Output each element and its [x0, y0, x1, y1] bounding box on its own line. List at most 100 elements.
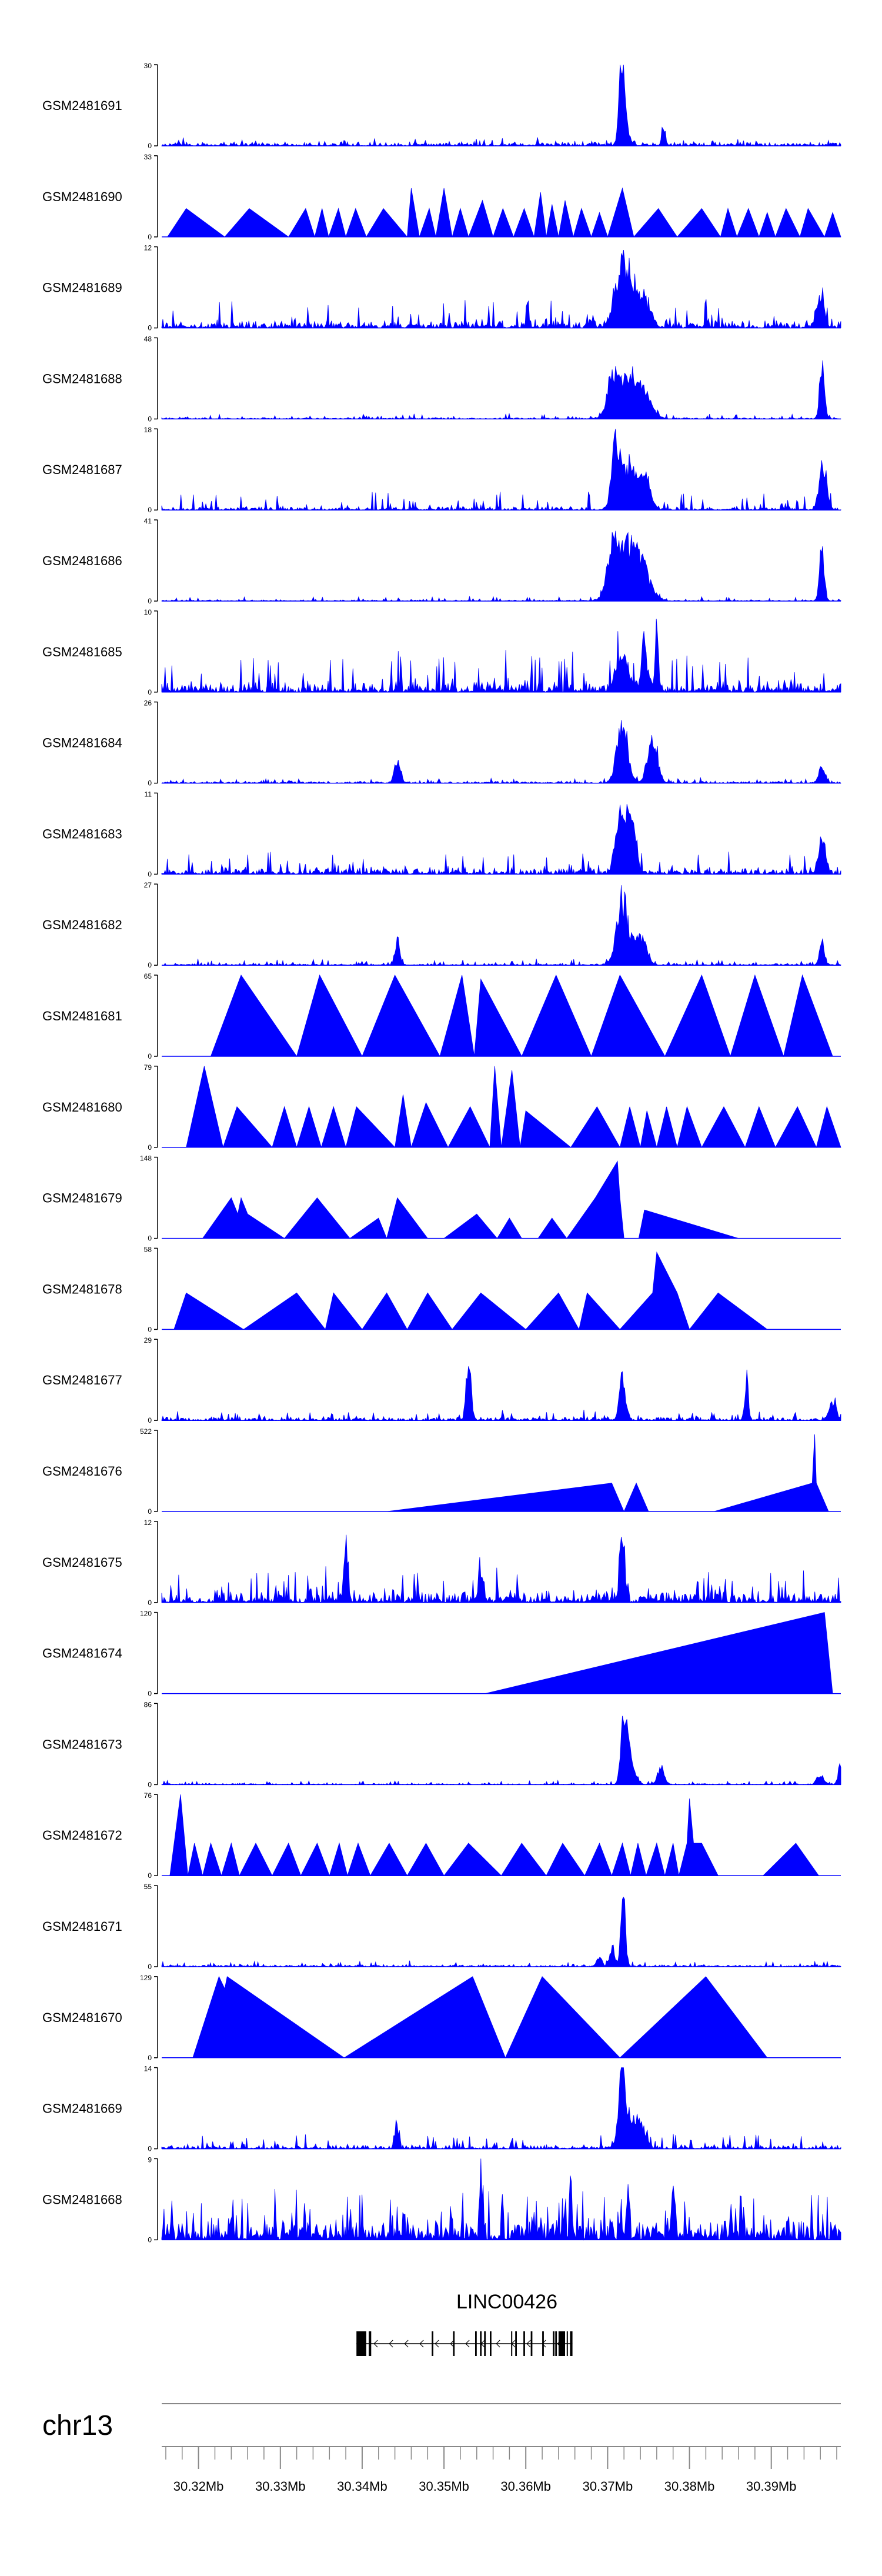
gene-exon	[369, 2331, 372, 2356]
y-tick-label-max: 148	[140, 1154, 152, 1163]
track-GSM2481676: GSM2481676 522 0	[42, 1427, 841, 1516]
track-GSM2481679: GSM2481679 148 0	[42, 1154, 841, 1243]
track-signal	[186, 1066, 841, 1149]
y-tick-label-min: 0	[148, 1871, 152, 1880]
signal-tracks: GSM2481691300GSM2481690330GSM2481689120G…	[42, 62, 842, 2244]
track-GSM2481687: GSM2481687 18 0	[42, 426, 841, 514]
gene-exon	[432, 2331, 433, 2356]
y-tick-label-max: 9	[148, 2155, 152, 2164]
track-signal	[161, 1896, 841, 1968]
track-label: GSM2481687	[42, 462, 122, 477]
y-tick-label-max: 522	[140, 1427, 152, 1436]
y-tick-label-max: 76	[144, 1791, 152, 1800]
track-GSM2481674: GSM2481674 120 0	[42, 1610, 841, 1698]
track-label: GSM2481689	[42, 281, 122, 295]
gene-exon	[484, 2331, 486, 2356]
y-tick-label-min: 0	[148, 233, 152, 241]
track-signal	[161, 1534, 841, 1604]
y-tick-label-max: 29	[144, 1336, 152, 1344]
track-signal	[161, 1366, 841, 1422]
y-tick-label-max: 55	[144, 1883, 152, 1891]
track-label: GSM2481686	[42, 553, 122, 568]
strand-arrow	[419, 2340, 424, 2348]
track-signal	[169, 1794, 820, 1877]
track-label: GSM2481678	[42, 1282, 122, 1296]
y-tick-label-max: 41	[144, 517, 152, 525]
axis-tick-label: 30.33Mb	[255, 2479, 306, 2494]
track-label: GSM2481671	[42, 1919, 122, 1934]
track-signal	[161, 250, 841, 329]
track-GSM2481677: GSM2481677 29 0	[42, 1336, 841, 1424]
track-GSM2481684: GSM2481684 26 0	[42, 699, 842, 788]
y-tick-label-max: 14	[144, 2065, 152, 2073]
y-tick-label-min: 0	[148, 1963, 152, 1971]
track-signal	[210, 974, 833, 1057]
axis-tick-label: 30.35Mb	[419, 2479, 469, 2494]
track-label: GSM2481690	[42, 189, 122, 204]
track-signal	[161, 360, 841, 420]
y-tick-label-max: 86	[144, 1700, 152, 1709]
track-label: GSM2481668	[42, 2192, 122, 2207]
gene-exon	[530, 2331, 533, 2356]
strand-arrow	[465, 2340, 470, 2348]
track-label: GSM2481677	[42, 1373, 122, 1387]
y-tick-label-max: 11	[145, 790, 152, 798]
track-signal	[485, 1612, 833, 1694]
y-tick-label-min: 0	[148, 1780, 152, 1788]
axis-tick-label: 30.34Mb	[337, 2479, 387, 2494]
track-GSM2481675: GSM2481675 12 0	[42, 1519, 841, 1607]
track-signal	[192, 1976, 768, 2058]
gene-exon	[542, 2331, 544, 2356]
track-GSM2481688: GSM2481688 48 0	[42, 335, 841, 423]
y-tick-label-min: 0	[148, 2145, 152, 2153]
track-label: GSM2481688	[42, 371, 122, 386]
y-tick-label-min: 0	[148, 688, 152, 696]
track-label: GSM2481675	[42, 1555, 122, 1570]
genome-axis: chr13 30.32Mb 30.33Mb 30.34Mb 30.35Mb 30.36M…	[42, 2403, 841, 2494]
y-tick-label-max: 27	[144, 881, 152, 889]
track-label: GSM2481683	[42, 826, 122, 841]
gene-exon	[515, 2331, 517, 2356]
track-GSM2481689: GSM2481689 12 0	[42, 244, 841, 332]
gene-exon	[558, 2331, 565, 2356]
y-tick-label-min: 0	[148, 1052, 152, 1060]
track-signal	[173, 1251, 769, 1330]
track-signal	[161, 530, 841, 602]
track-label: GSM2481679	[42, 1191, 122, 1206]
track-signal	[161, 429, 841, 511]
gene-exon	[566, 2331, 568, 2356]
track-label: GSM2481691	[42, 98, 122, 113]
track-GSM2481682: GSM2481682 27 0	[42, 881, 841, 969]
y-tick-label-min: 0	[148, 1690, 152, 1698]
y-tick-label-min: 0	[148, 1599, 152, 1607]
track-GSM2481680: GSM2481680 79 0	[42, 1063, 841, 1152]
y-tick-label-max: 58	[144, 1245, 152, 1253]
track-GSM2481683: GSM2481683 11 0	[42, 790, 841, 878]
gene-track: LINC00426	[356, 2291, 573, 2356]
axis-tick-label: 30.36Mb	[500, 2479, 551, 2494]
track-GSM2481685: GSM2481685 10 0	[42, 608, 841, 696]
track-GSM2481672: GSM2481672 76 0	[42, 1791, 841, 1880]
y-tick-label-min: 0	[148, 870, 152, 878]
gene-exon	[570, 2331, 573, 2356]
track-GSM2481669: GSM2481669 14 0	[42, 2065, 841, 2153]
gene-exon	[356, 2331, 366, 2356]
track-GSM2481673: GSM2481673 86 0	[42, 1700, 841, 1788]
track-GSM2481686: GSM2481686 41 0	[42, 517, 841, 605]
y-tick-label-min: 0	[148, 779, 152, 788]
track-label: GSM2481676	[42, 1464, 122, 1479]
axis-tick-label: 30.38Mb	[664, 2479, 715, 2494]
track-label: GSM2481673	[42, 1737, 122, 1751]
chromosome-label: chr13	[42, 2410, 113, 2441]
gene-exon	[555, 2331, 557, 2356]
axis-tick-label: 30.32Mb	[173, 2479, 224, 2494]
track-signal	[161, 619, 841, 693]
strand-arrow	[450, 2340, 455, 2348]
y-tick-label-min: 0	[148, 1234, 152, 1243]
y-tick-label-min: 0	[148, 142, 152, 150]
strand-arrow	[373, 2340, 378, 2348]
y-tick-label-min: 0	[148, 2235, 152, 2244]
y-tick-label-max: 18	[144, 426, 152, 434]
gene-exon	[480, 2331, 482, 2356]
strand-arrow	[435, 2340, 439, 2348]
